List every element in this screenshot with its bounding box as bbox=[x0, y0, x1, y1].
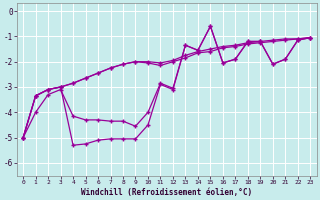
X-axis label: Windchill (Refroidissement éolien,°C): Windchill (Refroidissement éolien,°C) bbox=[81, 188, 252, 197]
